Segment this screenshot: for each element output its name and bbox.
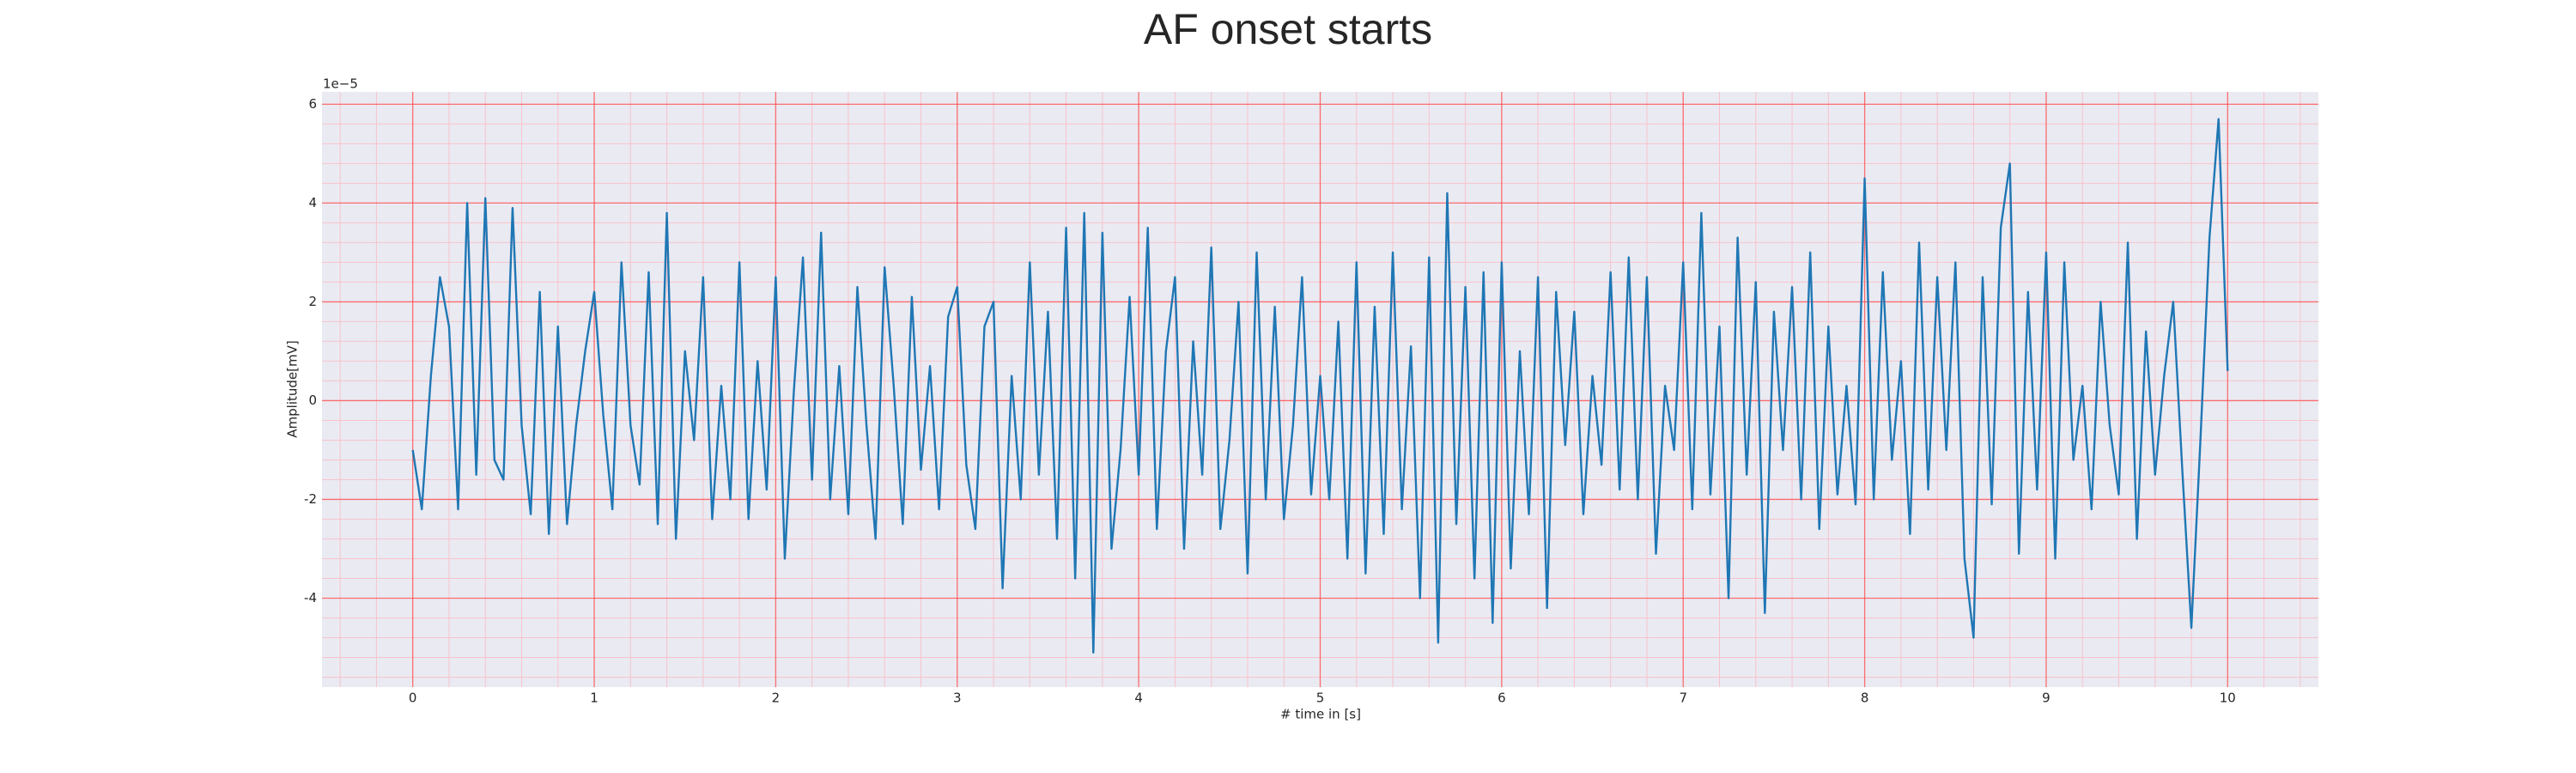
y-tick-label: 2: [308, 294, 317, 309]
x-tick-label: 2: [772, 691, 781, 706]
marks: [411, 118, 2229, 654]
y-tick-label: -2: [304, 491, 317, 507]
y-tick-label: 0: [308, 393, 317, 408]
x-tick-label: 8: [1861, 691, 1869, 706]
x-tick-label: 10: [2220, 691, 2236, 706]
x-tick-label: 1: [590, 691, 598, 706]
x-tick-label: 0: [409, 691, 417, 706]
y-tick-label: 6: [308, 96, 317, 112]
x-tick-label: 4: [1134, 691, 1143, 706]
chart-title: AF onset starts: [1144, 5, 1432, 53]
y-offset-label: 1e−5: [323, 76, 358, 92]
x-tick-label: 7: [1679, 691, 1687, 706]
y-axis-label: Amplitude[mV]: [285, 340, 301, 437]
x-tick-label: 3: [953, 691, 962, 706]
x-tick-label: 5: [1316, 691, 1325, 706]
y-tick-label: 4: [308, 195, 317, 210]
x-tick-label: 9: [2042, 691, 2050, 706]
x-tick-label: 6: [1498, 691, 1506, 706]
series-line: [411, 118, 2229, 654]
grid: [322, 92, 2318, 687]
y-tick-label: -4: [304, 590, 317, 606]
x-axis-label: # time in [s]: [1280, 707, 1361, 722]
